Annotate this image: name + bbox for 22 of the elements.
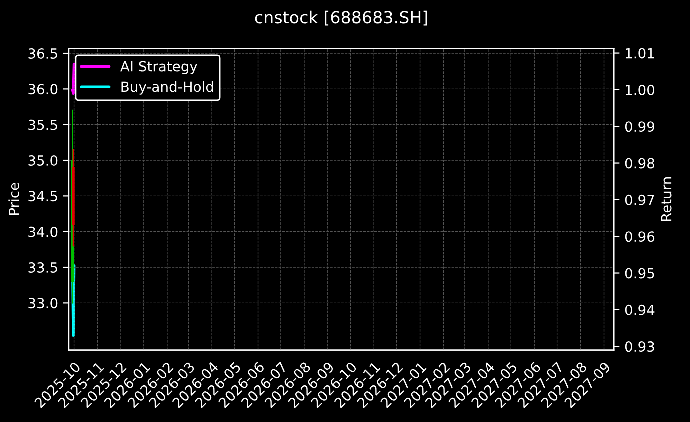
y2-tick-label: 0.95 xyxy=(625,268,654,279)
y2-tick-label: 0.99 xyxy=(625,122,654,132)
y-axis-title: Price xyxy=(8,183,20,215)
y-tick-label: 35.5 xyxy=(28,120,58,130)
y-tick-label: 34.5 xyxy=(28,191,58,202)
legend-label: Buy-and-Hold xyxy=(122,81,214,95)
y-tick-label: 33.5 xyxy=(28,262,58,273)
y2-tick-label: 0.96 xyxy=(625,232,655,242)
y2-tick-label: 1.01 xyxy=(626,48,654,59)
y-tick-label: 35.0 xyxy=(28,155,58,166)
y2-tick-label: 0.93 xyxy=(625,342,654,352)
y2-tick-label: 1.00 xyxy=(626,84,655,96)
y-tick-label: 34.0 xyxy=(28,226,58,238)
legend-label: AI Strategy xyxy=(120,61,198,74)
y-tick-label: 36.0 xyxy=(28,84,58,95)
y2-axis-title: Return xyxy=(661,178,672,222)
y2-tick-label: 0.94 xyxy=(625,304,655,316)
y2-tick-label: 0.97 xyxy=(625,194,654,206)
y2-tick-label: 0.98 xyxy=(625,158,654,169)
y-tick-label: 36.5 xyxy=(28,48,58,59)
chart-title: cnstock [688683.SH] xyxy=(255,10,428,26)
y-tick-label: 33.0 xyxy=(28,298,58,309)
